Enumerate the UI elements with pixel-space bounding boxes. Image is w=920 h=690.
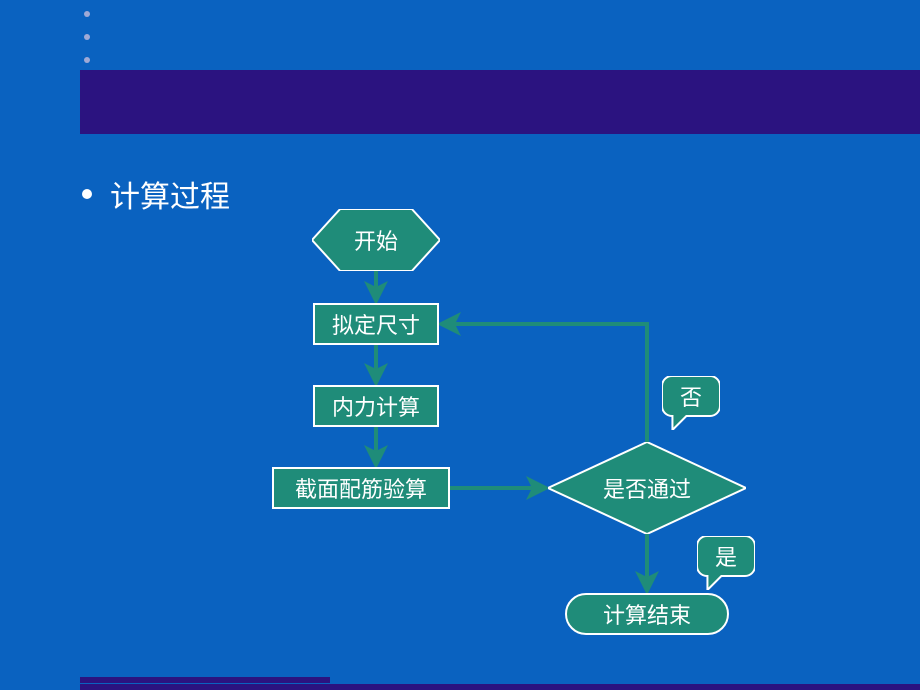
start-node: 开始 [312,209,440,271]
title-row: 计算过程 [82,172,230,216]
force-node: 内力计算 [313,385,439,427]
no-label: 否 [662,376,720,430]
section-node: 截面配筋验算 [272,467,450,509]
header-dot [84,11,90,17]
decision-node: 是否通过 [548,442,746,534]
end-node: 计算结束 [565,593,729,635]
footer-accent-top [80,677,330,683]
header-dot [84,57,90,63]
bullet-icon [82,189,92,199]
footer-accent-bottom [80,684,920,690]
yes-label: 是 [697,536,755,590]
slide-title: 计算过程 [110,172,230,216]
header-banner [80,70,920,134]
header-dot [84,34,90,40]
size-node: 拟定尺寸 [313,303,439,345]
